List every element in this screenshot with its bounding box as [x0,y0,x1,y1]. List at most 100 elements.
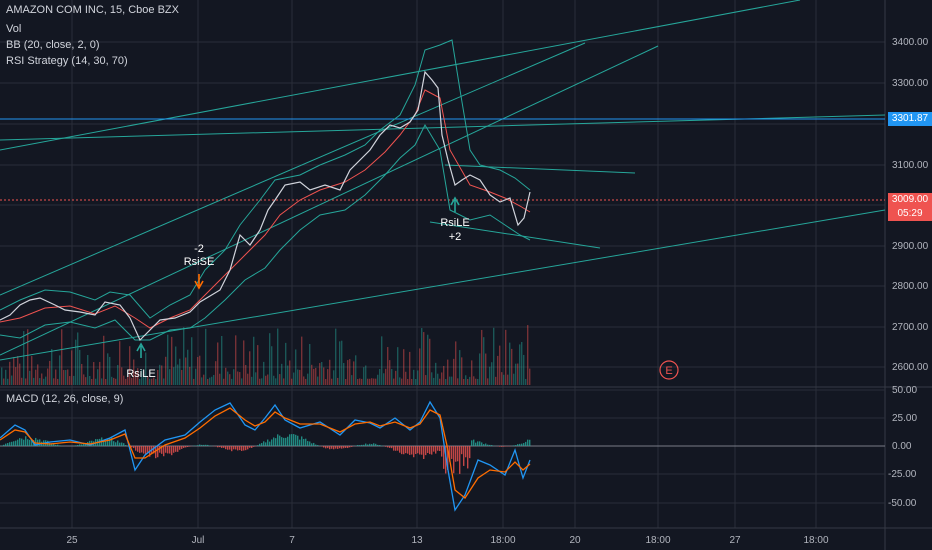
symbol-title[interactable]: AMAZON COM INC, 15, Cboe BZX [6,4,179,16]
volume-bar [129,346,131,385]
histogram-bar [365,443,367,446]
volume-bar [341,340,343,385]
indicator-rsi-strategy[interactable]: RSI Strategy (14, 30, 70) [6,55,128,67]
volume-bar [353,361,355,385]
histogram-bar [367,444,369,446]
histogram-bar [197,445,199,446]
histogram-bar [229,446,231,450]
histogram-bar [411,446,413,455]
indicator-vol[interactable]: Vol [6,23,22,35]
histogram-bar [347,446,349,449]
volume-bar [233,369,235,385]
histogram-bar [273,437,275,446]
histogram-bar [437,446,439,451]
histogram-bar [219,446,221,448]
histogram-bar [13,441,15,446]
histogram-bar [275,438,277,446]
volume-bar [43,378,45,385]
histogram-bar [413,446,415,458]
volume-bar [37,364,39,385]
volume-bar [139,378,141,385]
histogram-bar [443,446,445,469]
volume-bar [279,374,281,385]
volume-bar [203,374,205,385]
signal-bottom-label: +2 [449,231,462,243]
volume-bar [69,376,71,385]
trend-line [0,42,586,296]
volume-bar [511,348,513,385]
volume-bar [143,373,145,385]
volume-bar [83,374,85,385]
histogram-bar [109,437,111,446]
volume-bar [115,378,117,385]
volume-bar [293,372,295,385]
volume-bar [89,375,91,385]
volume-bar [235,335,237,385]
volume-bar [413,369,415,385]
histogram-bar [259,443,261,446]
histogram-bar [267,439,269,446]
histogram-bar [179,446,181,450]
volume-bar [157,369,159,385]
histogram-bar [201,444,203,446]
volume-bar [305,378,307,385]
histogram-bar [281,437,283,446]
macd-title[interactable]: MACD (12, 26, close, 9) [6,393,124,405]
histogram-bar [345,446,347,448]
volume-bar [179,358,181,385]
histogram-bar [529,439,531,446]
volume-bar [31,356,33,385]
volume-bar [431,372,433,385]
bb-upper-band [0,39,531,319]
volume-bar [461,357,463,385]
volume-bar [211,376,213,385]
bar-countdown-label: 05:29 [888,207,932,221]
volume-bar [407,379,409,385]
volume-bar [65,370,67,385]
earnings-marker[interactable]: E [659,360,679,380]
volume-bar [237,371,239,385]
histogram-bar [387,446,389,448]
histogram-bar [311,443,313,446]
histogram-bar [393,446,395,451]
volume-bar [357,378,359,385]
signal-rsile-2[interactable]: RsiLE [126,342,156,380]
histogram-bar [461,446,463,455]
histogram-bar [203,444,205,446]
histogram-bar [425,446,427,456]
histogram-bar [125,445,127,446]
volume-bar [371,378,373,385]
macd-axis[interactable]: 50.00 25.00 0.00 -25.00 -50.00 [888,385,917,509]
histogram-bar [131,446,133,448]
volume-bar [33,377,35,385]
indicator-bb[interactable]: BB (20, close, 2, 0) [6,39,100,51]
histogram-bar [35,437,37,446]
time-tick: 7 [289,535,295,546]
histogram-bar [207,444,209,446]
volume-bar [231,378,233,385]
signal-rsise[interactable]: -2 RsiSE [184,243,215,290]
volume-bar [291,378,293,385]
volume-bar [391,369,393,385]
histogram-bar [389,446,391,448]
histogram-bar [415,446,417,455]
signal-line [0,407,531,499]
arrow-down-icon [194,274,204,290]
histogram-bar [327,446,329,449]
histogram-bar [51,443,53,446]
volume-bar [215,361,217,385]
bb-lower-band [0,123,531,341]
volume-bar [193,378,195,385]
histogram-bar [489,444,491,446]
volume-bar [35,369,37,385]
histogram-bar [337,446,339,449]
price-axis[interactable]: 3400.00 3300.00 3100.00 2900.00 2800.00 … [892,37,929,373]
time-axis[interactable]: 25 Jul 7 13 18:00 20 18:00 27 18:00 [66,535,829,546]
volume-bar [25,378,27,385]
volume-bar [521,341,523,385]
signal-rsile[interactable]: RsiLE +2 [440,196,470,243]
volume-bar [273,375,275,385]
histogram-bar [171,446,173,456]
